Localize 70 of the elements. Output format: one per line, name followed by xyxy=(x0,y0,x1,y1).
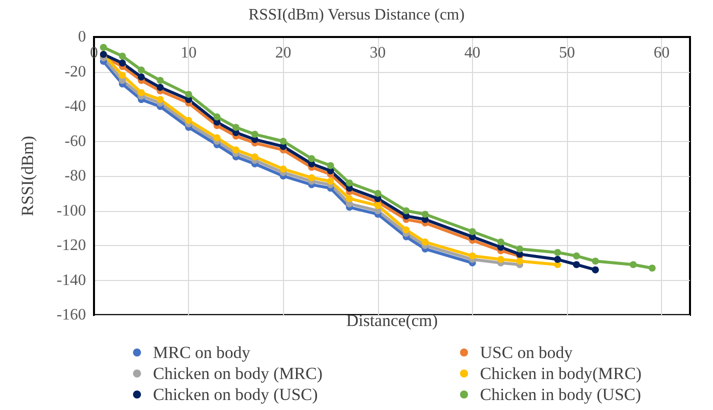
point xyxy=(554,256,562,263)
y-tick-label: -140 xyxy=(56,272,86,289)
x-tick-label: 10 xyxy=(180,44,197,62)
point xyxy=(592,266,599,274)
x-tick-label: 30 xyxy=(370,44,386,62)
point xyxy=(346,179,353,186)
y-tick-label: -20 xyxy=(64,63,86,80)
point xyxy=(374,190,382,197)
point xyxy=(402,207,410,214)
point xyxy=(156,76,164,84)
point xyxy=(213,134,220,142)
point xyxy=(156,84,164,91)
point xyxy=(251,153,258,160)
point xyxy=(516,245,524,252)
legend-label: Chicken in body (USC) xyxy=(480,385,642,404)
x-tick-label: 60 xyxy=(654,44,670,62)
point xyxy=(213,113,220,120)
y-axis-title: RSSI(dBm) xyxy=(18,136,37,216)
point xyxy=(554,248,562,256)
point xyxy=(516,258,524,265)
point xyxy=(327,178,334,185)
y-tick-label: -60 xyxy=(64,132,86,150)
point xyxy=(308,174,316,182)
point xyxy=(630,261,637,268)
point xyxy=(422,238,429,246)
point xyxy=(402,226,410,234)
point xyxy=(138,66,145,74)
point xyxy=(468,228,476,236)
point xyxy=(138,73,145,80)
point xyxy=(572,252,580,260)
point xyxy=(280,138,287,145)
point xyxy=(232,146,240,154)
point xyxy=(374,202,382,210)
point xyxy=(592,258,599,265)
y-tick-label: 0 xyxy=(78,28,86,46)
legend-label: Chicken in body(MRC) xyxy=(480,364,642,383)
point xyxy=(497,256,504,263)
point xyxy=(118,60,126,67)
point xyxy=(468,252,476,260)
point xyxy=(185,90,192,98)
chart-title: RSSI(dBm) Versus Distance (cm) xyxy=(248,6,465,24)
y-tick-label: -160 xyxy=(56,306,86,324)
y-tick-label: -120 xyxy=(56,237,86,254)
x-tick-label: 40 xyxy=(464,44,480,62)
y-tick-label: -40 xyxy=(64,98,86,115)
point xyxy=(280,166,287,173)
point xyxy=(308,155,316,162)
point xyxy=(497,238,504,246)
point xyxy=(118,72,126,79)
legend-label: Chicken on body (MRC) xyxy=(153,364,323,383)
point xyxy=(100,44,107,51)
y-tick-label: -80 xyxy=(64,168,86,184)
point xyxy=(156,96,164,104)
point xyxy=(327,162,334,170)
point xyxy=(422,210,429,218)
point xyxy=(118,52,126,60)
point xyxy=(572,261,580,268)
point xyxy=(251,130,258,138)
point xyxy=(648,264,656,272)
x-tick-label: 20 xyxy=(275,44,292,62)
legend-label: Chicken on body (USC) xyxy=(153,385,318,404)
x-tick-label: 50 xyxy=(559,44,576,62)
point xyxy=(232,124,240,131)
legend-label: MRC on body xyxy=(153,343,251,362)
y-tick-label: -100 xyxy=(56,202,86,220)
point xyxy=(138,89,145,96)
legend-label: USC on body xyxy=(480,343,574,362)
x-axis-title: Distance(cm) xyxy=(346,311,438,330)
point xyxy=(346,195,353,202)
point xyxy=(185,116,192,124)
